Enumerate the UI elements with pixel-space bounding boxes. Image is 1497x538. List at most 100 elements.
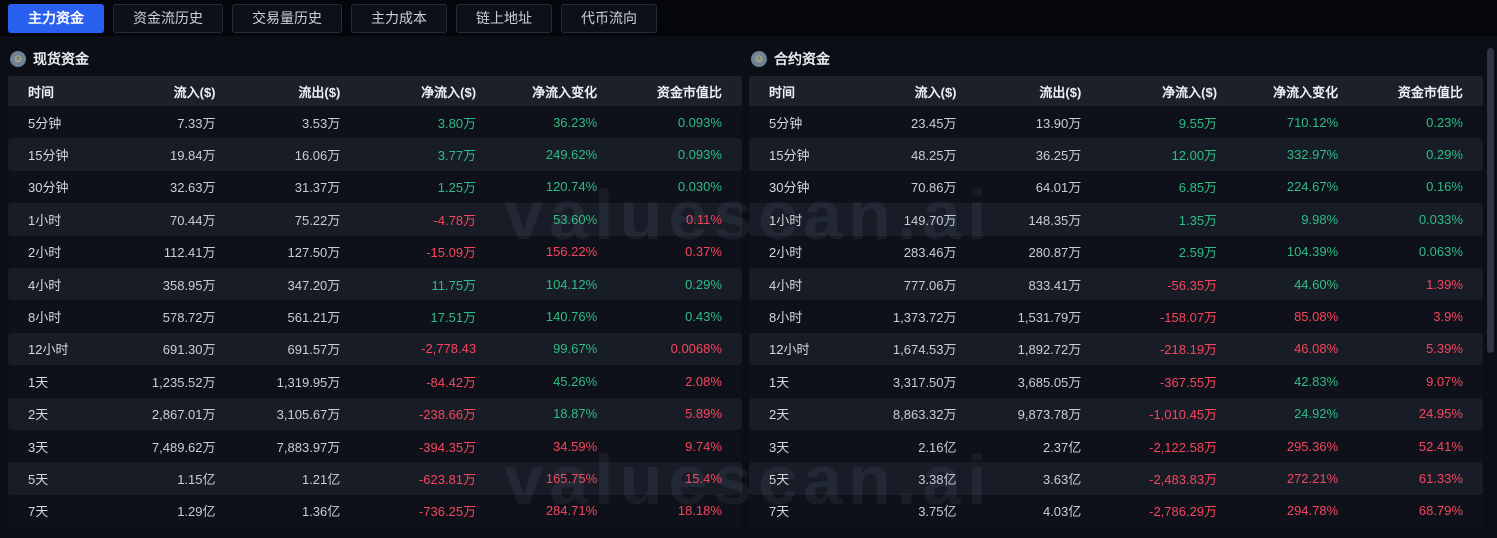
table-row-12小时: 12小时 1,674.53万 1,892.72万 -218.19万 46.08% 5.39… — [749, 332, 1483, 366]
cell-inflow: 1.29亿 — [177, 504, 216, 520]
cell-fund-marketcap-ratio: 3.9% — [1433, 309, 1463, 325]
cell-outflow: 64.01万 — [1035, 180, 1082, 196]
table-row-7天: 7天 3.75亿 4.03亿 -2,786.29万 294.78% 68.79% — [749, 494, 1483, 528]
table-row-1小时: 1小时 70.44万 75.22万 -4.78万 53.60% 0.11% — [8, 203, 742, 236]
cell-outflow: 9,873.78万 — [1017, 407, 1082, 423]
header-inflow: 流入($) — [173, 84, 216, 100]
cell-net-inflow-change: 34.59% — [553, 438, 598, 454]
cell-time: 7天 — [28, 504, 49, 520]
table-row-4小时: 4小时 777.06万 833.41万 -56.35万 44.60% 1.39% — [749, 267, 1483, 301]
cell-net-inflow: -84.42万 — [426, 374, 477, 390]
cell-net-inflow: -4.78万 — [433, 212, 477, 228]
cell-net-inflow-change: 710.12% — [1286, 114, 1339, 130]
cell-inflow: 2,867.01万 — [151, 407, 216, 423]
cell-net-inflow-change: 104.12% — [545, 276, 598, 292]
table-row-8小时: 8小时 1,373.72万 1,531.79万 -158.07万 85.08% 3.9% — [749, 300, 1483, 333]
table-row-5分钟: 5分钟 23.45万 13.90万 9.55万 710.12% 0.23% — [749, 106, 1483, 139]
cell-net-inflow-change: 224.67% — [1286, 179, 1339, 195]
cell-net-inflow-change: 18.87% — [553, 406, 598, 422]
cell-net-inflow-change: 99.67% — [553, 341, 598, 357]
cell-outflow: 36.25万 — [1035, 148, 1082, 164]
cell-outflow: 3,105.67万 — [276, 407, 341, 423]
header-outflow: 流出($) — [1039, 84, 1082, 100]
spot-funds-panel: ☺ 现货资金 时间 流入($) 流出($) 净流入($) 净流入变化 资金市值比 5分钟 7… — [8, 42, 742, 528]
table-row-8小时: 8小时 578.72万 561.21万 17.51万 140.76% 0.43% — [8, 300, 742, 333]
cell-time: 7天 — [769, 504, 790, 520]
cell-fund-marketcap-ratio: 0.033% — [1418, 211, 1463, 227]
cell-fund-marketcap-ratio: 1.39% — [1426, 276, 1463, 292]
table-row-5天: 5天 3.38亿 3.63亿 -2,483.83万 272.21% 61.33% — [749, 462, 1483, 495]
cell-fund-marketcap-ratio: 0.0068% — [670, 341, 722, 357]
cell-inflow: 3.75亿 — [918, 504, 957, 520]
cell-time: 8小时 — [769, 310, 803, 326]
cell-fund-marketcap-ratio: 0.37% — [685, 244, 722, 260]
coin-logo-icon: ☺ — [751, 51, 767, 67]
cell-time: 12小时 — [28, 342, 69, 358]
cell-time: 3天 — [769, 439, 790, 455]
cell-net-inflow-change: 85.08% — [1294, 309, 1339, 325]
cell-inflow: 1.15亿 — [177, 471, 216, 487]
cell-net-inflow-change: 45.26% — [553, 373, 598, 389]
cell-fund-marketcap-ratio: 0.11% — [686, 211, 722, 227]
cell-outflow: 833.41万 — [1028, 277, 1082, 293]
cell-time: 8小时 — [28, 310, 62, 326]
cell-net-inflow: -2,483.83万 — [1149, 471, 1218, 487]
tab-3[interactable]: 主力成本 — [351, 3, 447, 33]
tab-1[interactable]: 资金流历史 — [113, 3, 223, 33]
cell-inflow: 112.41万 — [163, 245, 216, 261]
cell-net-inflow: -15.09万 — [426, 245, 477, 261]
cell-time: 5天 — [28, 471, 49, 487]
cell-net-inflow: 9.55万 — [1178, 115, 1218, 131]
tab-4[interactable]: 链上地址 — [456, 3, 552, 33]
table-row-2小时: 2小时 112.41万 127.50万 -15.09万 156.22% 0.37% — [8, 235, 742, 268]
cell-inflow: 8,863.32万 — [892, 407, 957, 423]
cell-net-inflow-change: 9.98% — [1301, 211, 1339, 227]
tab-5[interactable]: 代币流向 — [561, 3, 657, 33]
cell-net-inflow: 12.00万 — [1171, 148, 1218, 164]
cell-time: 2小时 — [28, 245, 62, 261]
cell-inflow: 19.84万 — [169, 148, 216, 164]
header-net-inflow: 净流入($) — [421, 84, 477, 100]
cell-outflow: 3.63亿 — [1042, 471, 1082, 487]
cell-net-inflow-change: 332.97% — [1286, 147, 1339, 163]
contract-funds-title-row: ☺ 合约资金 — [751, 44, 1483, 74]
cell-inflow: 48.25万 — [910, 148, 957, 164]
table-row-2天: 2天 8,863.32万 9,873.78万 -1,010.45万 24.92% 24.9… — [749, 397, 1483, 430]
cell-outflow: 1.21亿 — [301, 471, 341, 487]
table-row-2小时: 2小时 283.46万 280.87万 2.59万 104.39% 0.063% — [749, 235, 1483, 268]
panel-title: 合约资金 — [774, 51, 830, 67]
cell-net-inflow: 11.75万 — [431, 277, 477, 293]
cell-fund-marketcap-ratio: 0.23% — [1426, 114, 1463, 130]
cell-fund-marketcap-ratio: 0.093% — [677, 147, 722, 163]
cell-inflow: 70.44万 — [169, 212, 216, 228]
cell-fund-marketcap-ratio: 68.79% — [1418, 503, 1463, 519]
cell-net-inflow: -394.35万 — [418, 439, 477, 455]
table-row-1天: 1天 3,317.50万 3,685.05万 -367.55万 42.83% 9.07% — [749, 365, 1483, 398]
cell-inflow: 32.63万 — [169, 180, 216, 196]
cell-outflow: 148.35万 — [1028, 212, 1082, 228]
header-fund-marketcap-ratio: 资金市值比 — [656, 84, 722, 100]
cell-net-inflow: -238.66万 — [418, 407, 477, 423]
cell-outflow: 16.06万 — [294, 148, 341, 164]
cell-time: 5分钟 — [28, 115, 62, 131]
cell-inflow: 1,235.52万 — [151, 374, 216, 390]
coin-logo-icon: ☺ — [10, 51, 26, 67]
contract-funds-panel: ☺ 合约资金 时间 流入($) 流出($) 净流入($) 净流入变化 资金市值比 5分钟 2… — [749, 42, 1483, 528]
header-net-inflow-change: 净流入变化 — [532, 84, 598, 100]
scrollbar-thumb[interactable] — [1487, 48, 1494, 353]
table-body: 5分钟 7.33万 3.53万 3.80万 36.23% 0.093% 15分钟 19.84万… — [8, 106, 742, 528]
cell-net-inflow-change: 272.21% — [1286, 470, 1339, 486]
tab-2[interactable]: 交易量历史 — [232, 3, 342, 33]
table-header-row: 时间 流入($) 流出($) 净流入($) 净流入变化 资金市值比 — [8, 76, 742, 106]
table-body: 5分钟 23.45万 13.90万 9.55万 710.12% 0.23% 15分钟 48.2… — [749, 106, 1483, 528]
cell-outflow: 127.50万 — [287, 245, 341, 261]
tab-0-active[interactable]: 主力资金 — [8, 3, 104, 33]
cell-outflow: 4.03亿 — [1042, 504, 1082, 520]
vertical-scrollbar[interactable] — [1486, 40, 1494, 538]
cell-inflow: 3,317.50万 — [892, 374, 957, 390]
cell-outflow: 561.21万 — [287, 310, 341, 326]
cell-net-inflow-change: 24.92% — [1294, 406, 1339, 422]
cell-net-inflow: 1.25万 — [437, 180, 477, 196]
cell-time: 30分钟 — [28, 180, 69, 196]
cell-net-inflow: -218.19万 — [1159, 342, 1218, 358]
